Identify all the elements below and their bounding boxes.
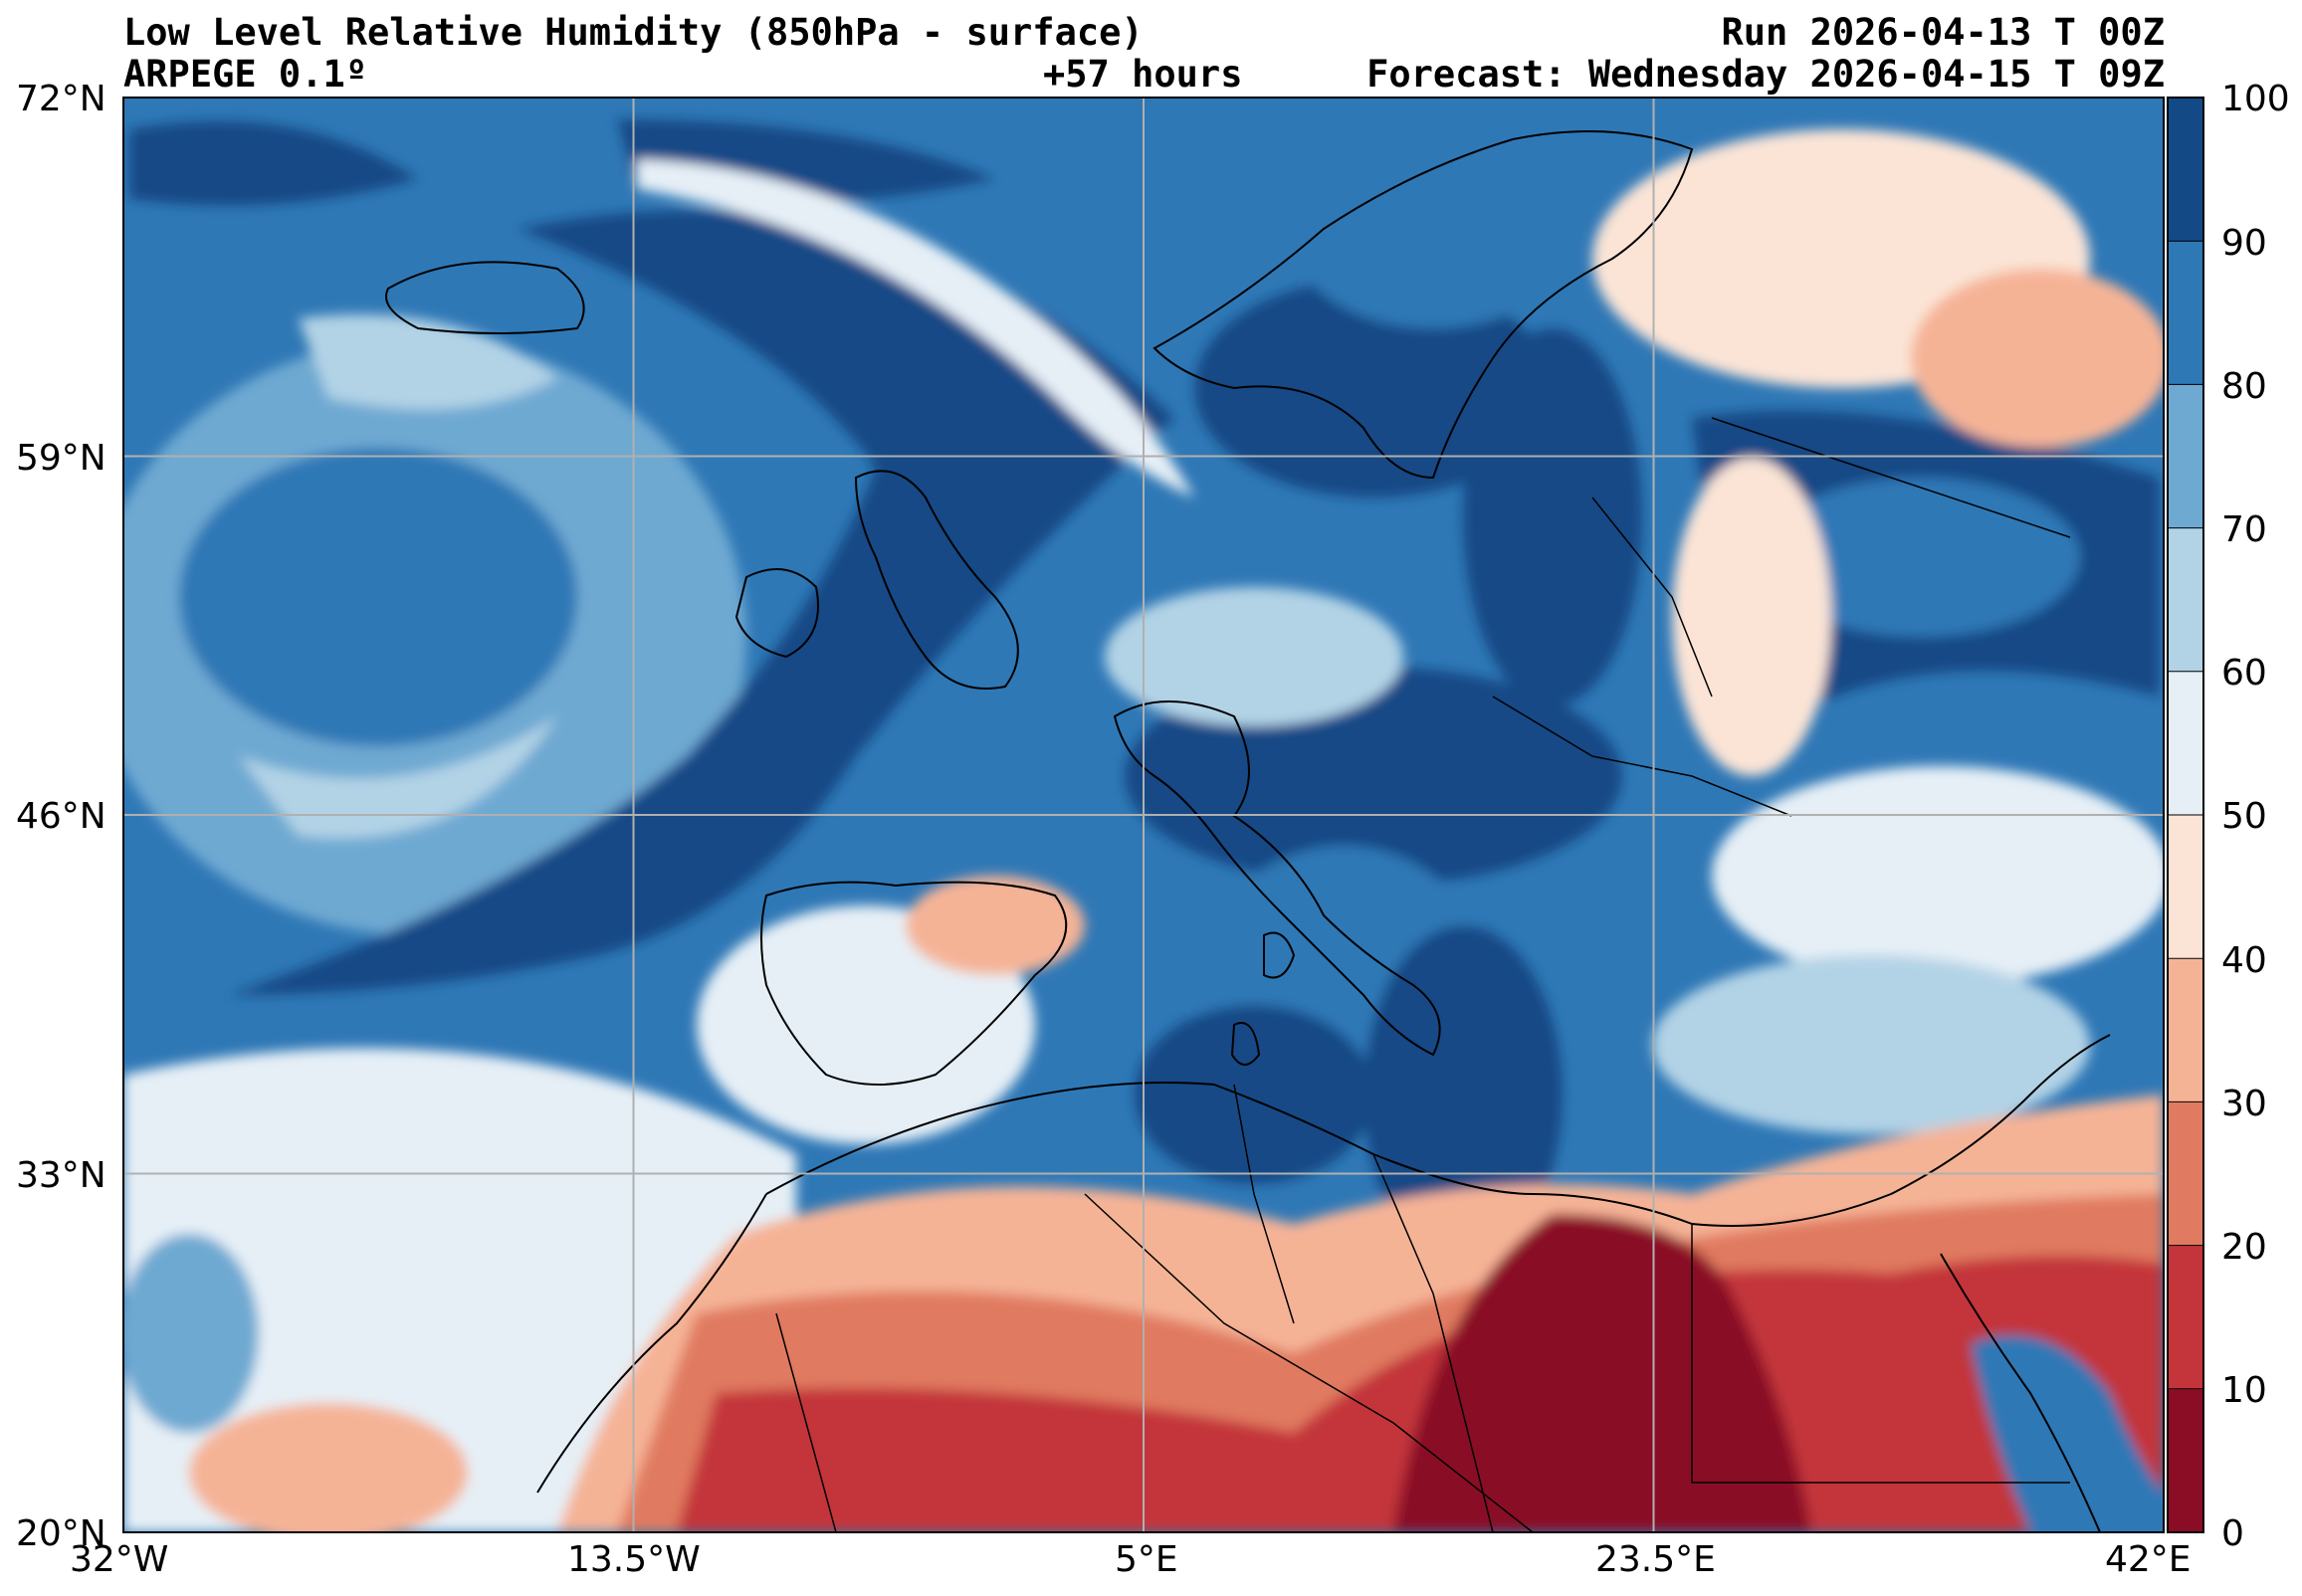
lat-tick-label: 46°N: [16, 796, 106, 837]
colorbar-tick-label: 70: [2221, 509, 2267, 550]
coastlines: [385, 130, 2111, 1532]
colorbar-tick-label: 20: [2221, 1227, 2267, 1268]
colorbar: [2168, 98, 2203, 1533]
lead-time-label: +57 hours: [1043, 53, 1243, 96]
colorbar-segment: [2168, 671, 2203, 816]
graticule: [123, 98, 2164, 1532]
lat-tick-label: 33°N: [16, 1155, 106, 1196]
run-label: Run 2026-04-13 T 00Z: [1721, 11, 2165, 54]
colorbar-segment: [2168, 98, 2203, 242]
map-frame: [122, 97, 2165, 1533]
colorbar-tick-label: 10: [2221, 1370, 2267, 1411]
humidity-field: [123, 98, 2164, 1532]
lat-tick-label: 72°N: [16, 79, 106, 119]
colorbar-tick-label: 80: [2221, 366, 2267, 407]
colorbar-segment: [2168, 1245, 2203, 1390]
colorbar-tick-label: 30: [2221, 1084, 2267, 1124]
map-title: Low Level Relative Humidity (850hPa - su…: [123, 11, 1144, 54]
lat-tick-label: 20°N: [16, 1513, 106, 1554]
colorbar-tick-label: 0: [2221, 1513, 2244, 1554]
colorbar-tick-label: 50: [2221, 796, 2267, 837]
lon-tick-label: 42°E: [2105, 1539, 2192, 1580]
colorbar-tick-label: 90: [2221, 223, 2267, 264]
colorbar-frame: [2167, 97, 2204, 1533]
colorbar-segment: [2168, 815, 2203, 959]
lon-tick-label: 13.5°W: [567, 1539, 701, 1580]
country-borders: [775, 417, 2071, 1532]
colorbar-segment: [2168, 527, 2203, 673]
colorbar-segment: [2168, 241, 2203, 385]
colorbar-segment: [2168, 1388, 2203, 1533]
colorbar-segment: [2168, 1101, 2203, 1247]
colorbar-tick-label: 40: [2221, 940, 2267, 981]
model-label: ARPEGE 0.1º: [123, 53, 368, 96]
colorbar-tick-label: 60: [2221, 653, 2267, 694]
lat-tick-label: 59°N: [16, 438, 106, 479]
colorbar-segment: [2168, 384, 2203, 529]
lon-tick-label: 32°W: [70, 1539, 169, 1580]
lon-tick-label: 5°E: [1115, 1539, 1178, 1580]
forecast-label: Forecast: Wednesday 2026-04-15 T 09Z: [1366, 53, 2165, 96]
lon-tick-label: 23.5°E: [1595, 1539, 1716, 1580]
colorbar-segment: [2168, 958, 2203, 1102]
colorbar-tick-label: 100: [2221, 79, 2290, 119]
